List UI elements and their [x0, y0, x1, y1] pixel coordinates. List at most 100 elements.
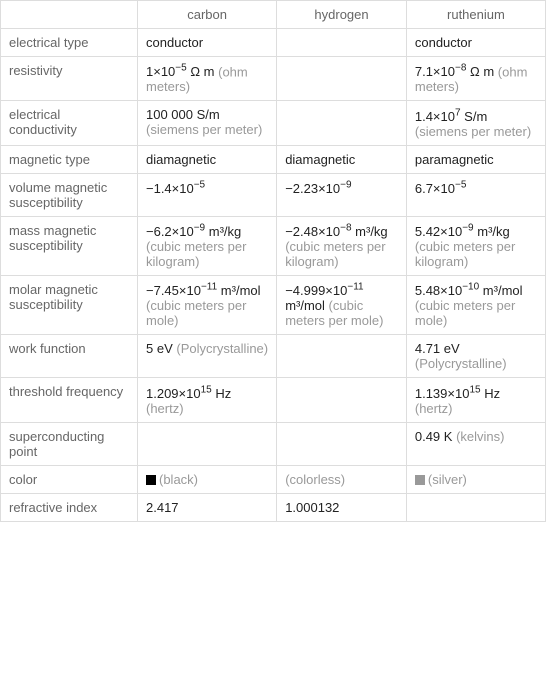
- table-cell: −2.23×10−9: [277, 173, 407, 216]
- row-label: superconducting point: [1, 422, 138, 465]
- cell-value: 1×10−5 Ω m: [146, 64, 214, 79]
- table-cell: 6.7×10−5: [406, 173, 545, 216]
- row-label: work function: [1, 335, 138, 378]
- table-cell: diamagnetic: [277, 145, 407, 173]
- table-cell: [277, 57, 407, 101]
- table-cell: 1.4×107 S/m (siemens per meter): [406, 101, 545, 145]
- header-ruthenium: ruthenium: [406, 1, 545, 29]
- table-cell: [277, 335, 407, 378]
- table-cell: [138, 422, 277, 465]
- cell-value: 1.209×1015 Hz: [146, 386, 231, 401]
- table-row: refractive index 2.417 1.000132: [1, 493, 546, 521]
- table-cell: [406, 493, 545, 521]
- table-cell: 1.139×1015 Hz (hertz): [406, 378, 545, 422]
- color-swatch: [415, 475, 425, 485]
- table-row: work function5 eV (Polycrystalline)4.71 …: [1, 335, 546, 378]
- cell-value: −2.48×10−8 m³/kg: [285, 224, 387, 239]
- table-cell: conductor: [138, 29, 277, 57]
- table-row: magnetic type diamagnetic diamagnetic par…: [1, 145, 546, 173]
- table-row: superconducting point 0.49 K (kelvins): [1, 422, 546, 465]
- cell-value: 5.48×10−10 m³/mol: [415, 283, 523, 298]
- row-label: mass magnetic susceptibility: [1, 216, 138, 275]
- table-cell: 1.000132: [277, 493, 407, 521]
- cell-value: 4.71 eV: [415, 341, 460, 356]
- table-row: volume magnetic susceptibility−1.4×10−5 …: [1, 173, 546, 216]
- cell-value: conductor: [415, 35, 472, 50]
- table-cell: −6.2×10−9 m³/kg (cubic meters per kilogr…: [138, 216, 277, 275]
- row-label: color: [1, 465, 138, 493]
- cell-value: 1.000132: [285, 500, 339, 515]
- row-label: threshold frequency: [1, 378, 138, 422]
- table-cell: 2.417: [138, 493, 277, 521]
- cell-unit: (siemens per meter): [146, 122, 262, 137]
- cell-unit: (cubic meters per mole): [415, 298, 515, 328]
- table-cell: 1×10−5 Ω m (ohm meters): [138, 57, 277, 101]
- table-row: electrical type conductor conductor: [1, 29, 546, 57]
- cell-unit: (Polycrystalline): [176, 341, 268, 356]
- cell-unit: (hertz): [146, 401, 184, 416]
- properties-table: carbonhydrogenruthenium electrical type co…: [0, 0, 546, 522]
- color-swatch: [146, 475, 156, 485]
- row-label: volume magnetic susceptibility: [1, 173, 138, 216]
- cell-value: 5 eV: [146, 341, 173, 356]
- table-cell: −4.999×10−11 m³/mol (cubic meters per mo…: [277, 275, 407, 334]
- table-row: threshold frequency1.209×1015 Hz (hertz)…: [1, 378, 546, 422]
- cell-value: 6.7×10−5: [415, 181, 467, 196]
- cell-value: 5.42×10−9 m³/kg: [415, 224, 510, 239]
- row-label: molar magnetic susceptibility: [1, 275, 138, 334]
- row-label: electrical conductivity: [1, 101, 138, 145]
- table-cell: [277, 29, 407, 57]
- table-cell: (silver): [406, 465, 545, 493]
- cell-unit: (hertz): [415, 401, 453, 416]
- cell-unit: (kelvins): [456, 429, 504, 444]
- table-cell: 4.71 eV (Polycrystalline): [406, 335, 545, 378]
- cell-value: paramagnetic: [415, 152, 494, 167]
- cell-unit: (cubic meters per mole): [146, 298, 246, 328]
- table-cell: 100 000 S/m (siemens per meter): [138, 101, 277, 145]
- cell-unit: (cubic meters per kilogram): [285, 239, 385, 269]
- cell-unit: (Polycrystalline): [415, 356, 507, 371]
- header-hydrogen: hydrogen: [277, 1, 407, 29]
- row-label: electrical type: [1, 29, 138, 57]
- table-cell: 7.1×10−8 Ω m (ohm meters): [406, 57, 545, 101]
- table-cell: 0.49 K (kelvins): [406, 422, 545, 465]
- table-cell: [277, 101, 407, 145]
- cell-value: diamagnetic: [146, 152, 216, 167]
- table-cell: 5.48×10−10 m³/mol (cubic meters per mole…: [406, 275, 545, 334]
- table-cell: −2.48×10−8 m³/kg (cubic meters per kilog…: [277, 216, 407, 275]
- header-carbon: carbon: [138, 1, 277, 29]
- cell-value: 2.417: [146, 500, 179, 515]
- cell-value: conductor: [146, 35, 203, 50]
- table-cell: (black): [138, 465, 277, 493]
- header-empty: [1, 1, 138, 29]
- table-cell: diamagnetic: [138, 145, 277, 173]
- table-cell: [277, 378, 407, 422]
- cell-unit: (black): [159, 472, 198, 487]
- table-row: molar magnetic susceptibility−7.45×10−11…: [1, 275, 546, 334]
- cell-unit: (cubic meters per kilogram): [415, 239, 515, 269]
- cell-value: −6.2×10−9 m³/kg: [146, 224, 241, 239]
- cell-unit: (siemens per meter): [415, 124, 531, 139]
- table-cell: −7.45×10−11 m³/mol (cubic meters per mol…: [138, 275, 277, 334]
- table-cell: 5 eV (Polycrystalline): [138, 335, 277, 378]
- table-row: electrical conductivity100 000 S/m (siem…: [1, 101, 546, 145]
- table-row: mass magnetic susceptibility−6.2×10−9 m³…: [1, 216, 546, 275]
- cell-unit: (silver): [428, 472, 467, 487]
- cell-value: −1.4×10−5: [146, 181, 205, 196]
- cell-value: diamagnetic: [285, 152, 355, 167]
- table-cell: −1.4×10−5: [138, 173, 277, 216]
- cell-value: 1.139×1015 Hz: [415, 386, 500, 401]
- row-label: refractive index: [1, 493, 138, 521]
- table-cell: paramagnetic: [406, 145, 545, 173]
- cell-value: 1.4×107 S/m: [415, 109, 487, 124]
- table-row: resistivity1×10−5 Ω m (ohm meters) 7.1×10…: [1, 57, 546, 101]
- row-label: magnetic type: [1, 145, 138, 173]
- table-cell: (colorless): [277, 465, 407, 493]
- cell-value: −7.45×10−11 m³/mol: [146, 283, 261, 298]
- table-row: color (black) (colorless) (silver): [1, 465, 546, 493]
- cell-value: 0.49 K: [415, 429, 453, 444]
- table-cell: 1.209×1015 Hz (hertz): [138, 378, 277, 422]
- cell-unit: (colorless): [285, 472, 345, 487]
- table-cell: 5.42×10−9 m³/kg (cubic meters per kilogr…: [406, 216, 545, 275]
- row-label: resistivity: [1, 57, 138, 101]
